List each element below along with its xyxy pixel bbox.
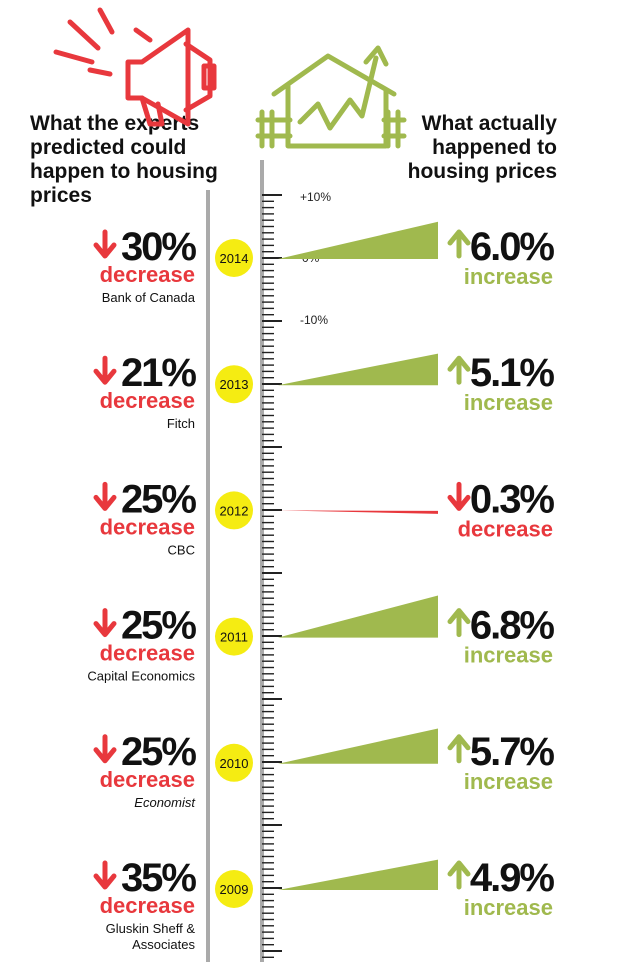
source-label: Bank of Canada <box>102 290 196 305</box>
actual-label: increase <box>464 390 553 415</box>
year-marker <box>215 239 253 277</box>
actual-value: 4.9% <box>470 856 555 900</box>
source-label: Capital Economics <box>87 669 195 684</box>
scale-label: -10% <box>300 313 328 327</box>
predicted-value: 21% <box>121 351 196 395</box>
year-label: 2010 <box>220 756 249 771</box>
year-label: 2011 <box>220 630 248 645</box>
actual-label: increase <box>464 264 553 289</box>
year-marker <box>215 870 253 908</box>
predicted-value: 25% <box>121 477 196 521</box>
predicted-label: decrease <box>100 262 195 287</box>
arrow-down-icon <box>447 481 471 511</box>
predicted-value: 35% <box>121 856 196 900</box>
predicted-label: decrease <box>100 388 195 413</box>
actual-bar <box>278 728 438 764</box>
actual-bar <box>278 510 438 514</box>
actual-label: decrease <box>458 516 553 541</box>
house-with-rising-chart-icon <box>255 45 407 149</box>
predicted-value: 30% <box>121 225 196 269</box>
predicted-value: 25% <box>121 730 196 774</box>
actual-bar <box>278 353 438 386</box>
megaphone-icon <box>53 7 217 127</box>
prediction-arrow-icon <box>93 860 117 890</box>
predicted-label: decrease <box>100 641 195 666</box>
predicted-label: decrease <box>100 767 195 792</box>
prediction-arrow-icon <box>93 229 117 259</box>
predicted-label: decrease <box>100 514 195 539</box>
prediction-arrow-icon <box>93 734 117 764</box>
header-left: What the experts predicted could happen … <box>30 112 218 207</box>
year-label: 2009 <box>220 882 249 897</box>
actual-value: 6.0% <box>470 225 555 269</box>
source-label: CBC <box>168 542 195 557</box>
arrow-up-icon <box>447 355 471 385</box>
year-label: 2013 <box>220 377 249 392</box>
actual-label: increase <box>464 895 553 920</box>
predicted-value: 25% <box>121 604 196 648</box>
predicted-label: decrease <box>100 893 195 918</box>
source-label: Economist <box>134 795 196 810</box>
year-marker <box>215 743 253 782</box>
source-label: Fitch <box>167 416 195 431</box>
actual-value: 6.8% <box>470 604 555 648</box>
prediction-arrow-icon <box>93 608 117 638</box>
scale-label: +10% <box>300 190 331 204</box>
source-label: Associates <box>132 937 195 952</box>
header-right: What actually happened to housing prices <box>407 112 557 183</box>
actual-value: 0.3% <box>470 477 555 521</box>
arrow-up-icon <box>447 229 471 259</box>
prediction-arrow-icon <box>93 355 117 385</box>
actual-bar <box>278 595 438 638</box>
actual-bar <box>278 221 438 259</box>
arrow-up-icon <box>447 734 471 764</box>
year-marker <box>215 491 253 530</box>
arrow-up-icon <box>447 608 471 638</box>
actual-label: increase <box>464 643 553 668</box>
arrow-up-icon <box>447 860 471 890</box>
year-label: 2014 <box>220 251 249 266</box>
source-label: Gluskin Sheff & <box>106 921 196 936</box>
actual-bar <box>278 859 438 890</box>
year-marker <box>215 617 253 656</box>
actual-label: increase <box>464 769 553 794</box>
actual-value: 5.1% <box>470 351 555 395</box>
prediction-arrow-icon <box>93 481 117 511</box>
actual-value: 5.7% <box>470 730 555 774</box>
year-marker <box>215 365 253 404</box>
year-label: 2012 <box>220 503 249 518</box>
